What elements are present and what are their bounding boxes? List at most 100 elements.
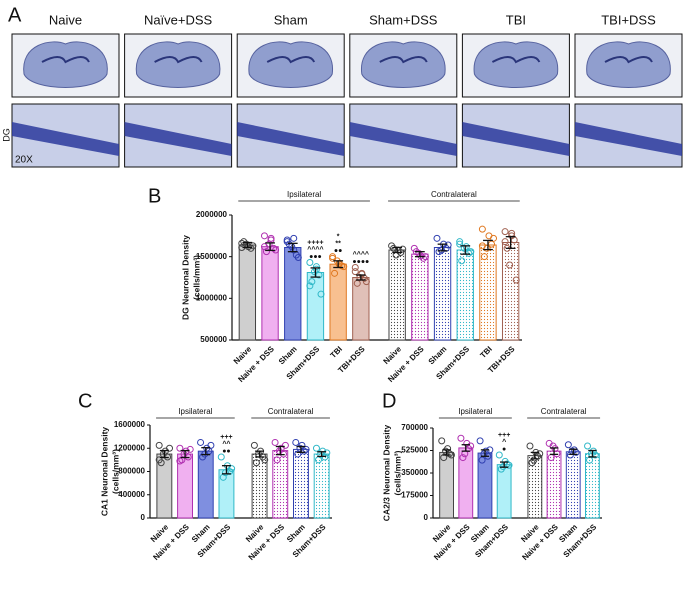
data-point <box>186 445 194 453</box>
column-title: TBI <box>506 12 526 27</box>
panel-label: D <box>382 390 396 412</box>
granule-layer <box>462 122 570 156</box>
column-title: Sham <box>274 12 308 27</box>
data-point <box>438 246 446 254</box>
data-point <box>456 240 464 248</box>
significance: ** <box>335 241 341 248</box>
brain-section <box>473 41 558 88</box>
significance: ●●● <box>309 253 322 260</box>
data-point <box>362 278 370 286</box>
data-point <box>549 442 557 450</box>
data-point <box>506 261 514 269</box>
data-point <box>495 451 503 459</box>
y-tick-label: 0 <box>424 513 429 522</box>
data-point <box>176 444 184 452</box>
data-point <box>490 234 498 242</box>
data-point <box>312 263 320 271</box>
granule-layer <box>575 122 682 156</box>
significance: ++++ <box>307 239 323 246</box>
bar <box>261 246 279 341</box>
data-point <box>467 248 475 256</box>
hippocampus <box>41 56 90 64</box>
data-point <box>478 225 486 233</box>
data-point <box>467 442 475 450</box>
bar <box>284 247 302 341</box>
data-point <box>462 243 470 251</box>
y-tick-label: 1000000 <box>196 293 228 302</box>
data-point <box>281 441 289 449</box>
significance: ^ <box>502 438 506 446</box>
column-title: Naïve+DSS <box>144 12 213 27</box>
granule-layer <box>349 122 457 156</box>
data-point <box>197 438 205 446</box>
data-point <box>308 278 316 286</box>
significance: ●●●● <box>352 258 369 265</box>
hippocampus <box>154 56 203 64</box>
data-point <box>228 465 236 473</box>
column-title: Sham+DSS <box>369 12 438 27</box>
significance: ^^ <box>222 440 230 448</box>
data-point <box>273 456 281 464</box>
hippocampus <box>491 56 541 64</box>
row-label: DG <box>1 128 11 142</box>
group-label: Ipsilateral <box>287 190 321 199</box>
y-axis-label: CA1 Neuronal Density <box>99 427 109 517</box>
bar <box>565 451 581 519</box>
significance: +++ <box>220 434 232 441</box>
brain-section <box>586 41 671 88</box>
data-point <box>358 270 366 278</box>
y-tick-label: 800000 <box>118 467 145 476</box>
significance: ● <box>502 446 506 453</box>
y-tick-label: 1200000 <box>114 443 146 452</box>
panel-label: C <box>78 390 92 412</box>
y-axis-label: DG Neuronal Density <box>180 235 190 320</box>
group-label: Ipsilateral <box>458 407 492 416</box>
data-point <box>249 242 257 250</box>
data-point <box>294 254 302 261</box>
y-axis-label: CA2/3 Neuronal Density <box>381 425 391 522</box>
y-tick-label: 1600000 <box>114 420 146 429</box>
y-axis-label: (cells/mm³) <box>110 449 120 494</box>
column-title: TBI+DSS <box>601 12 656 27</box>
data-point <box>292 438 300 446</box>
granule-layer <box>124 122 232 156</box>
significance: ●● <box>334 248 342 255</box>
data-point <box>526 442 534 450</box>
data-point <box>399 245 407 253</box>
y-tick-label: 175000 <box>401 491 428 500</box>
bar <box>238 244 257 341</box>
y-tick-label: 525000 <box>401 446 428 455</box>
data-point <box>351 268 359 276</box>
group-label: Contralateral <box>541 407 587 416</box>
group-label: Contralateral <box>431 190 477 199</box>
group-label: Contralateral <box>268 407 314 416</box>
hippocampus <box>266 56 316 64</box>
data-point <box>176 457 184 465</box>
bar <box>313 453 330 519</box>
magnification: 20X <box>15 155 33 166</box>
y-tick-label: 1500000 <box>196 252 228 261</box>
data-point <box>261 456 269 464</box>
y-tick-label: 700000 <box>401 423 428 432</box>
data-point <box>252 459 260 467</box>
data-point <box>419 254 427 262</box>
data-point <box>501 238 509 246</box>
data-point <box>512 276 520 284</box>
bar <box>496 464 512 519</box>
significance: ^^^^ <box>353 250 369 258</box>
data-point <box>312 444 320 452</box>
data-point <box>155 441 163 449</box>
bar <box>501 242 520 341</box>
data-point <box>584 442 592 450</box>
data-point <box>530 456 538 464</box>
data-point <box>505 461 513 469</box>
y-tick-label: 400000 <box>118 490 145 499</box>
bar <box>293 448 309 519</box>
brain-section <box>136 41 221 88</box>
data-point <box>166 444 174 452</box>
granule-layer <box>12 122 119 156</box>
bar <box>433 247 452 341</box>
data-point <box>457 434 465 442</box>
panel-label: B <box>148 185 161 207</box>
